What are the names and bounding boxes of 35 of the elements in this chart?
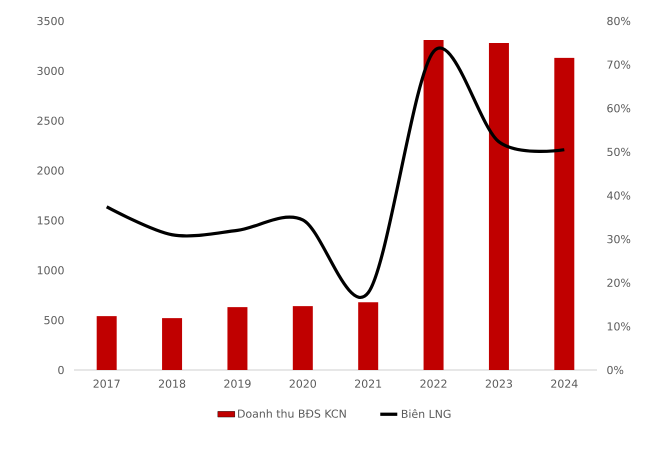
y2-tick-label: 10% <box>608 322 630 331</box>
x-tick-label: 2020 <box>290 380 316 388</box>
y2-tick-label: 70% <box>607 60 630 69</box>
bar <box>424 40 444 370</box>
x-tick-label: 2017 <box>94 380 120 388</box>
y2-tick-label: 30% <box>607 234 630 244</box>
y-tick-label: 1500 <box>38 216 64 225</box>
x-tick-label: 2018 <box>158 380 186 388</box>
y2-tick-label: 0% <box>607 366 624 374</box>
y-tick-label: 2500 <box>37 116 64 125</box>
x-tick-label: 2021 <box>355 380 382 388</box>
bar <box>554 58 574 370</box>
bar <box>96 316 117 370</box>
y-tick-label: 500 <box>44 316 64 324</box>
y-tick-label: 0 <box>58 366 64 374</box>
y-tick-label: 3000 <box>37 66 64 75</box>
x-tick-label: 2024 <box>551 380 578 388</box>
y2-tick-label: 80% <box>607 16 630 26</box>
bar <box>488 42 509 370</box>
x-tick-label: 2019 <box>224 380 251 388</box>
y2-tick-label: 50% <box>607 148 630 156</box>
y-tick-label: 1000 <box>38 266 64 274</box>
y-tick-label: 2000 <box>37 166 64 175</box>
y2-tick-label: 60% <box>607 104 630 112</box>
bar <box>227 307 248 370</box>
bar <box>162 318 182 370</box>
x-tick-label: 2023 <box>486 380 512 388</box>
y2-tick-label: 40% <box>607 191 630 200</box>
legend-label: Biên LNG <box>402 409 450 418</box>
x-tick-label: 2022 <box>420 380 446 388</box>
legend-label: Doanh thu BĐS KCN <box>238 409 346 418</box>
y2-tick-label: 20% <box>607 278 630 287</box>
y-tick-label: 3500 <box>37 16 64 26</box>
bar <box>292 306 313 370</box>
bar <box>358 302 378 370</box>
